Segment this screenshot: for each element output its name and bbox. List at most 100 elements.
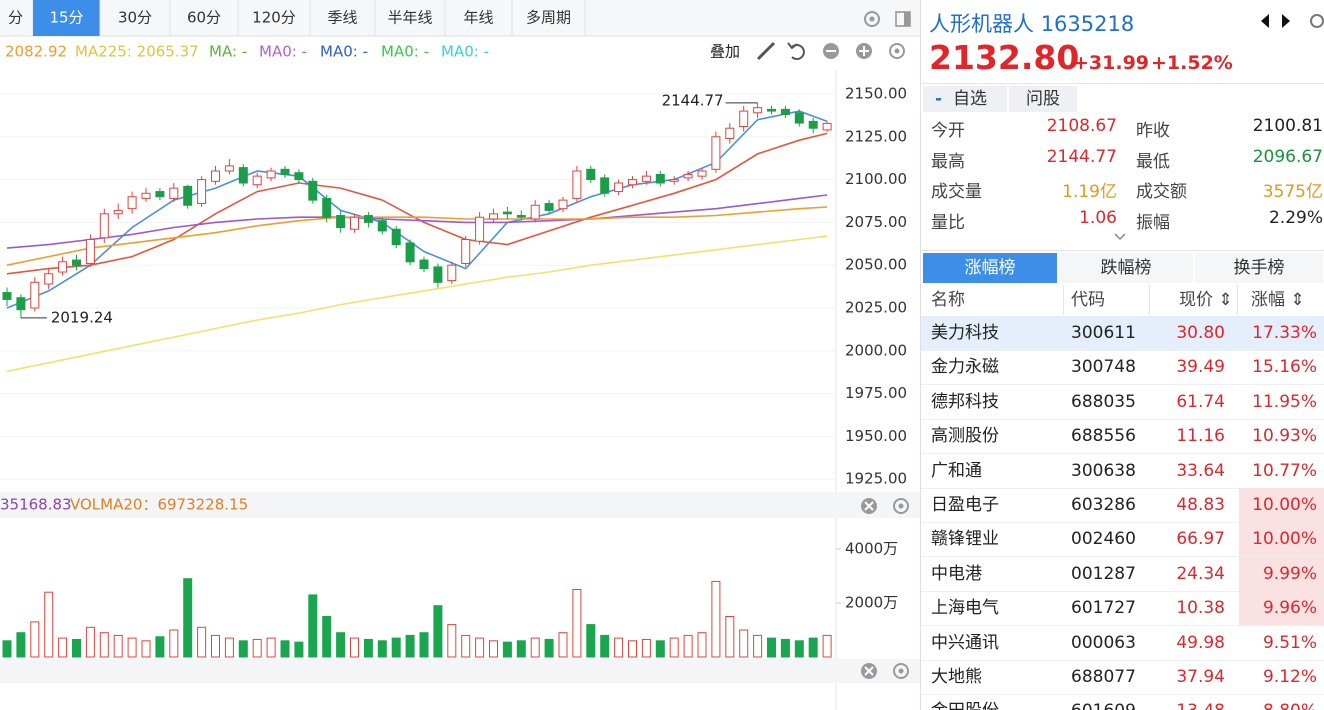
candle-body: [544, 203, 554, 211]
ranking-row[interactable]: 金田股份 601609 13.48 8.80%: [921, 694, 1324, 710]
stock-price: 11.16: [1176, 426, 1225, 447]
y-tick-label: 1975.00: [845, 384, 907, 402]
volume-bar: [683, 634, 693, 658]
annotation-label: 2144.77: [662, 91, 724, 109]
volume-bar: [586, 624, 596, 658]
ranking-row[interactable]: 中电港 001287 24.34 9.99%: [921, 556, 1324, 592]
ranking-row[interactable]: 高测股份 688556 11.16 10.93%: [921, 419, 1324, 455]
close-icon[interactable]: [861, 498, 877, 514]
expand-icon[interactable]: [1113, 232, 1127, 242]
column-header[interactable]: 现价 ⇕: [1179, 290, 1233, 310]
zoom-in-icon[interactable]: [856, 43, 872, 59]
ranking-row[interactable]: 中兴通讯 000063 49.98 9.51%: [921, 626, 1324, 661]
candle-body: [419, 259, 429, 270]
volume-bar: [141, 640, 151, 658]
draw-icon[interactable]: [756, 41, 776, 61]
volume-bar: [669, 637, 679, 658]
column-header[interactable]: 涨幅 ⇕: [1251, 290, 1305, 310]
volume-settings-icon[interactable]: [893, 498, 909, 514]
volume-bar: [308, 594, 318, 658]
next-arrow[interactable]: [1282, 14, 1290, 28]
stock-name: 赣锋锂业: [931, 529, 999, 550]
zoom-out-icon[interactable]: [823, 43, 839, 59]
candle-body: [127, 196, 137, 210]
volume-bar: [572, 589, 582, 658]
volume-bar: [655, 640, 665, 658]
volume-bar: [294, 641, 304, 658]
overlay-button[interactable]: 叠加: [710, 43, 740, 61]
period-tab[interactable]: 分: [8, 9, 23, 27]
volume-bar: [558, 632, 568, 658]
volume-bar: [391, 637, 401, 658]
candle-body: [711, 136, 721, 170]
stock-code: 300748: [1071, 357, 1136, 378]
volume-bar: [44, 591, 54, 658]
stock-price: 39.49: [1176, 357, 1225, 378]
candle-body: [183, 185, 193, 206]
volume-bar: [280, 640, 290, 658]
ranking-row[interactable]: 上海电气 601727 10.38 9.96%: [921, 591, 1324, 627]
period-tab[interactable]: 30分: [118, 9, 152, 27]
candle-body: [739, 110, 749, 128]
prev-arrow[interactable]: [1261, 14, 1269, 28]
undo-icon[interactable]: [787, 42, 805, 60]
period-tab[interactable]: 60分: [187, 9, 221, 27]
ranking-row[interactable]: 赣锋锂业 002460 66.97 10.00%: [921, 522, 1324, 558]
watch-button[interactable]: [923, 86, 1007, 112]
volume-bar: [238, 640, 248, 658]
candle-body: [558, 199, 568, 210]
settings-icon[interactable]: [1310, 14, 1324, 28]
layout-icon[interactable]: [895, 11, 911, 27]
y-tick-label: 2000万: [845, 594, 898, 612]
period-tab[interactable]: 120分: [252, 9, 296, 27]
period-tab[interactable]: 15分: [49, 9, 83, 27]
candle-body: [586, 168, 596, 181]
candle-body: [58, 261, 68, 273]
ranking-row[interactable]: 日盈电子 603286 48.83 10.00%: [921, 488, 1324, 523]
period-tab[interactable]: 半年线: [387, 9, 432, 27]
volume-bar: [822, 634, 832, 658]
stock-code: 688077: [1071, 667, 1136, 687]
volume-bar: [405, 634, 415, 658]
ma-line: [6, 206, 828, 266]
stat-label: 成交额: [1136, 182, 1187, 202]
volume-bar: [266, 637, 276, 658]
candle-body: [475, 216, 485, 242]
ranking-row[interactable]: 大地熊 688077 37.94 9.12%: [921, 660, 1324, 695]
ma-line: [6, 235, 828, 373]
stat-value: 2.29%: [1268, 207, 1323, 228]
candle-body: [2, 292, 12, 300]
stock-code: 002460: [1071, 529, 1136, 550]
stock-change: 9.12%: [1262, 667, 1317, 687]
chart-settings-icon[interactable]: [889, 43, 905, 59]
stat-value: 3575亿: [1262, 182, 1323, 202]
settings-icon[interactable]: [864, 11, 880, 27]
ranking-tab[interactable]: 换手榜: [1195, 253, 1323, 283]
ranking-row[interactable]: 美力科技 300611 30.80 17.33%: [921, 316, 1324, 351]
stock-code: 601727: [1071, 598, 1136, 619]
stat-value: 1.06: [1079, 207, 1117, 228]
ranking-row[interactable]: 金力永磁 300748 39.49 15.16%: [921, 350, 1324, 386]
close-icon[interactable]: [861, 663, 877, 679]
stock-change: 10.00%: [1239, 488, 1324, 522]
period-tab[interactable]: 季线: [327, 9, 357, 27]
period-tab[interactable]: 多周期: [526, 9, 571, 27]
stock-name: 金力永磁: [931, 357, 999, 378]
stock-name: 中电港: [931, 563, 982, 584]
ranking-rows: 美力科技 300611 30.80 17.33% 金力永磁 300748 39.49 15.1…: [921, 316, 1324, 710]
ma-line: [6, 194, 828, 249]
indicator-settings-icon[interactable]: [893, 663, 909, 679]
period-tab[interactable]: 年线: [463, 9, 493, 27]
ranking-tab[interactable]: 跌幅榜: [1059, 253, 1193, 283]
change-pct: +1.52%: [1151, 52, 1233, 74]
stock-code: 603286: [1071, 495, 1136, 515]
candle-body: [683, 173, 693, 179]
ma-legend: MA225: 2065.37: [75, 43, 199, 61]
ask-button[interactable]: 问股: [1009, 86, 1077, 112]
ranking-row[interactable]: 广和通 300638 33.64 10.77%: [921, 454, 1324, 489]
volume-legend: 35168.83: [0, 496, 72, 514]
ranking-tab[interactable]: 涨幅榜: [923, 253, 1057, 283]
ranking-row[interactable]: 德邦科技 688035 61.74 11.95%: [921, 385, 1324, 420]
volume-bar: [641, 638, 651, 658]
